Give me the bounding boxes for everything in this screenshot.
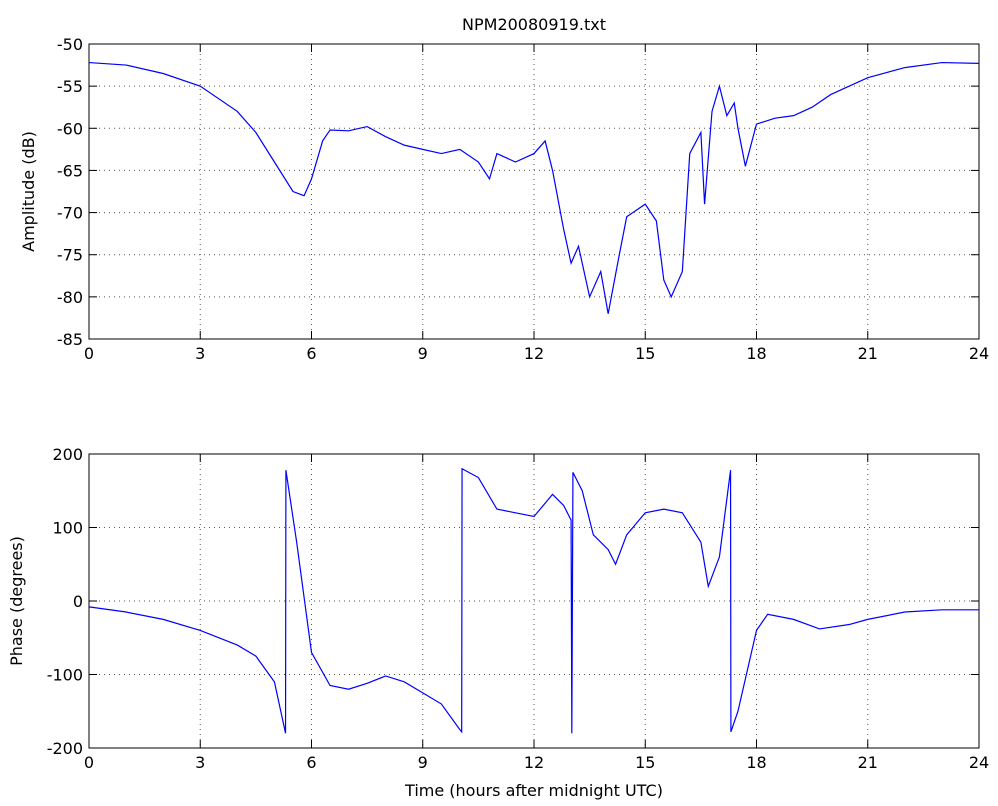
plot-frame <box>88 43 980 340</box>
x-tick-label: 9 <box>418 753 428 772</box>
x-tick-label: 0 <box>84 344 94 363</box>
x-tick-label: 15 <box>635 344 655 363</box>
y-tick-label: -55 <box>57 77 83 96</box>
x-tick-label: 9 <box>418 344 428 363</box>
y-tick-label: -80 <box>57 288 83 307</box>
data-line <box>88 467 979 734</box>
y-tick-label: -100 <box>47 666 83 685</box>
x-tick-label: 12 <box>524 753 544 772</box>
y-axis-label: Amplitude (dB) <box>19 131 38 252</box>
x-tick-label: 21 <box>858 753 878 772</box>
y-tick-label: -50 <box>57 35 83 54</box>
x-tick-label: 24 <box>969 344 989 363</box>
y-tick-label: 0 <box>73 592 83 611</box>
data-line <box>88 61 980 314</box>
x-tick-label: 24 <box>969 753 989 772</box>
x-tick-label: 3 <box>195 344 205 363</box>
chart-title: NPM20080919.txt <box>462 15 606 34</box>
x-tick-label: 6 <box>306 753 316 772</box>
x-axis-label: Time (hours after midnight UTC) <box>404 781 663 800</box>
plot-frame <box>88 453 980 749</box>
x-tick-label: 6 <box>306 344 316 363</box>
x-tick-label: 15 <box>635 753 655 772</box>
y-tick-label: 200 <box>52 445 83 464</box>
x-tick-label: 0 <box>84 753 94 772</box>
y-tick-label: -60 <box>57 119 83 138</box>
x-tick-label: 18 <box>746 344 766 363</box>
y-tick-label: -65 <box>57 161 83 180</box>
x-tick-label: 12 <box>524 344 544 363</box>
y-tick-label: -75 <box>57 246 83 265</box>
x-tick-label: 18 <box>746 753 766 772</box>
y-axis-label: Phase (degrees) <box>7 536 26 666</box>
y-tick-label: -85 <box>57 330 83 349</box>
x-tick-label: 3 <box>195 753 205 772</box>
y-tick-label: -70 <box>57 204 83 223</box>
x-tick-label: 21 <box>858 344 878 363</box>
y-tick-label: -200 <box>47 739 83 758</box>
y-tick-label: 100 <box>52 519 83 538</box>
